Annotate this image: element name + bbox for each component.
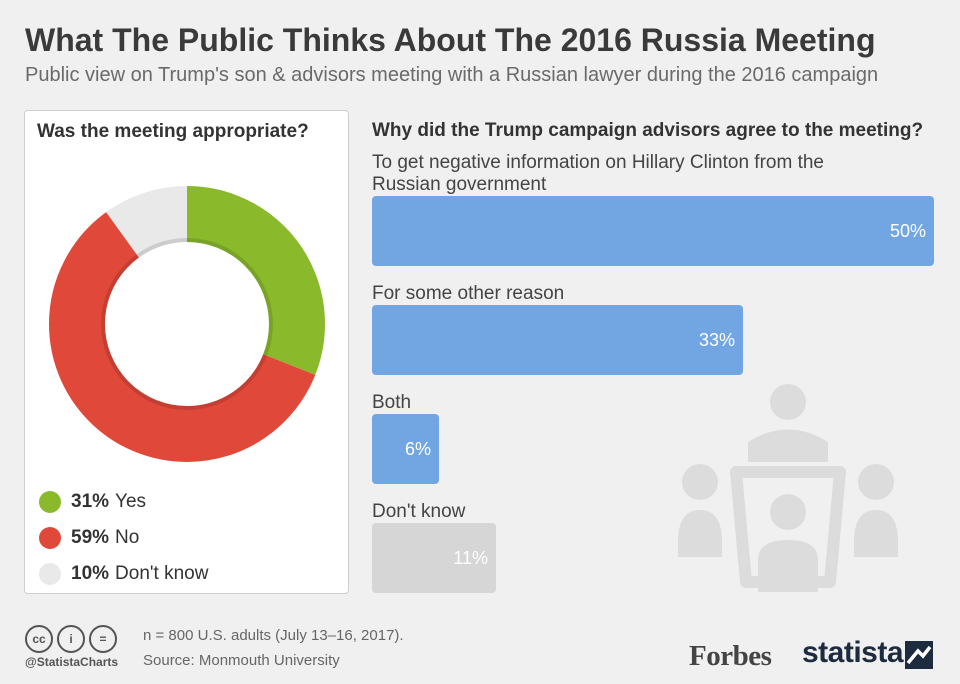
bar-value-label: 50% (889, 221, 926, 241)
donut-title: Was the meeting appropriate? (37, 121, 309, 142)
source-note: Source: Monmouth University (143, 652, 340, 669)
bar-row: For some other reason 33% (372, 283, 934, 375)
legend-value-dont-know: 10% (71, 563, 110, 584)
statista-logo: statista (802, 636, 904, 669)
legend-label-no: No (115, 527, 140, 548)
donut-slice-dont-know (49, 186, 325, 462)
legend-item-dont-know: 10% Don't know (39, 556, 208, 592)
bar-value-label: 33% (698, 330, 735, 350)
legend-label-dont-know: Don't know (115, 563, 209, 584)
bar: 33% (372, 305, 743, 375)
bar-value-label: 11% (453, 548, 488, 568)
legend-item-no: 59% No (39, 520, 208, 556)
bar-value-label: 6% (404, 439, 431, 459)
bar-row: Both 6% (372, 392, 934, 484)
donut-chart (49, 186, 325, 462)
legend-swatch-yes (39, 491, 61, 513)
by-icon: i (57, 625, 85, 653)
nd-icon: = (89, 625, 117, 653)
bar: 50% (372, 196, 934, 266)
chart-subtitle: Public view on Trump's son & advisors me… (25, 64, 879, 86)
legend-value-no: 59% (71, 527, 110, 548)
legend-swatch-dont-know (39, 563, 61, 585)
forbes-logo: Forbes (689, 640, 772, 672)
bar-category-label: Both (372, 392, 412, 413)
legend-label-yes: Yes (115, 491, 147, 512)
bar-category-label: Don't know (372, 501, 466, 522)
bar-row: To get negative information on Hillary C… (372, 152, 934, 266)
bar: 6% (372, 414, 439, 484)
legend-swatch-no (39, 527, 61, 549)
bar-row: Don't know 11% (372, 501, 934, 593)
bar-category-label: To get negative information on Hillary C… (372, 152, 825, 195)
social-handle: @StatistaCharts (25, 655, 119, 669)
appropriateness-panel: Was the meeting appropriate? 31% Yes 59%… (24, 110, 349, 594)
legend-value-yes: 31% (71, 491, 110, 512)
legend-item-yes: 31% Yes (39, 484, 208, 520)
donut-slice-no (49, 186, 325, 462)
donut-legend: 31% Yes 59% No 10% Don't know (39, 484, 208, 592)
bar: 11% (372, 523, 496, 593)
license-icons: cc i = (25, 625, 117, 653)
donut-inner-shadow (101, 238, 273, 410)
chart-title: What The Public Thinks About The 2016 Ru… (25, 22, 876, 58)
bar-category-label: For some other reason (372, 283, 565, 304)
statista-logo-icon (905, 641, 933, 669)
bar-chart-title: Why did the Trump campaign advisors agre… (372, 120, 924, 141)
cc-icon: cc (25, 625, 53, 653)
meeting-table-illustration (678, 384, 898, 592)
sample-note: n = 800 U.S. adults (July 13–16, 2017). (143, 627, 404, 644)
